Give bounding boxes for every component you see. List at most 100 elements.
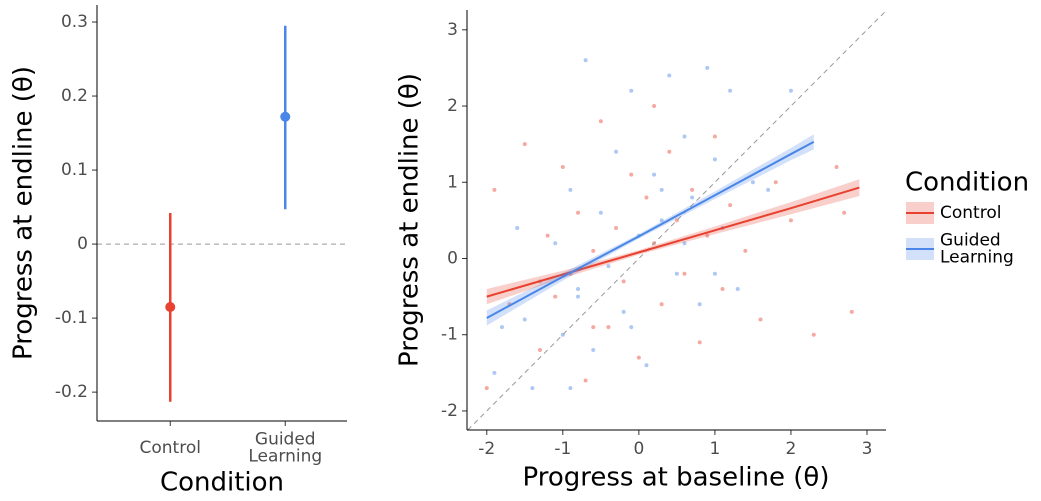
scatter-point [499, 325, 504, 330]
scatter-point [652, 104, 657, 109]
y-tick-label: 0 [77, 234, 88, 254]
scatter-point [583, 378, 588, 383]
y-tick-label: 3 [447, 20, 458, 40]
scatter-point [629, 88, 634, 93]
scatter-point [530, 386, 535, 391]
y-tick-label: 0.1 [61, 160, 88, 180]
scatter-point [682, 271, 687, 276]
scatter-point [492, 187, 497, 192]
scatter-point [690, 187, 695, 192]
x-tick-label: -2 [478, 439, 495, 459]
x-tick-label: 2 [786, 439, 797, 459]
scatter-point [735, 286, 740, 291]
scatter-point [621, 279, 626, 284]
scatter-point [553, 241, 558, 246]
scatter-point [583, 58, 588, 63]
scatter-point [614, 149, 619, 154]
scatter-point [568, 187, 573, 192]
y-tick-label: -2 [441, 401, 458, 421]
scatter-point [712, 271, 717, 276]
scatter-point [682, 241, 687, 246]
scatter-point [811, 332, 816, 337]
x-tick-label: Guided Learning [248, 430, 322, 467]
scatter-point [659, 187, 664, 192]
scatter-point [712, 134, 717, 139]
y-tick-label: -1 [441, 325, 458, 345]
y-tick-label: -0.1 [55, 308, 88, 328]
x-axis-title: Progress at baseline (θ) [523, 463, 830, 493]
scatter-point [522, 142, 527, 147]
scatter-point [576, 210, 581, 215]
scatter-point [834, 165, 839, 170]
scatter-point [591, 248, 596, 253]
scatter-point [758, 317, 763, 322]
scatter-point [576, 286, 581, 291]
y-tick-label: 0.3 [61, 12, 88, 32]
scatter-point [598, 210, 603, 215]
scatter-point [492, 370, 497, 375]
scatter-point [560, 165, 565, 170]
y-tick-label: 0.2 [61, 86, 88, 106]
scatter-point [750, 180, 755, 185]
scatter-point [553, 294, 558, 299]
legend-label: Control [940, 203, 1001, 223]
scatter-point [690, 195, 695, 200]
scatter-point [629, 172, 634, 177]
scatter-point [606, 264, 611, 269]
scatter-point [766, 187, 771, 192]
point [165, 302, 176, 313]
scatter-point [515, 226, 520, 231]
scatter-point [712, 157, 717, 162]
x-tick-label: 0 [633, 439, 644, 459]
scatter-point [659, 302, 664, 307]
scatter-point [644, 195, 649, 200]
y-axis-title: Progress at endline (θ) [395, 73, 425, 367]
scatter-point [667, 73, 672, 78]
scatter-point [728, 203, 733, 208]
fit-line [486, 186, 860, 298]
scatter-point [621, 309, 626, 314]
y-axis-title: Progress at endline (θ) [9, 66, 39, 360]
y-tick-label: 2 [447, 96, 458, 116]
scatter-point [614, 226, 619, 231]
scatter-point [773, 180, 778, 185]
scatter-point [659, 218, 664, 223]
scatter-point [484, 386, 489, 391]
x-axis-title: Condition [160, 468, 284, 498]
scatter-point [576, 294, 581, 299]
scatter-point [636, 355, 641, 360]
scatter-point [652, 172, 657, 177]
scatter-point [720, 286, 725, 291]
scatter-point [842, 210, 847, 215]
scatter-point [545, 233, 550, 238]
scatter-point [644, 363, 649, 368]
scatter-point [788, 88, 793, 93]
scatter-point [788, 218, 793, 223]
scatter-point [606, 325, 611, 330]
scatter-point [682, 134, 687, 139]
fit-line [486, 140, 815, 319]
y-tick-label: 0 [447, 248, 458, 268]
scatter-point [743, 248, 748, 253]
point [280, 111, 291, 122]
scatter-point [591, 347, 596, 352]
legend-title: Condition [905, 168, 1029, 198]
scatter-point [598, 119, 603, 124]
scatter-point [697, 302, 702, 307]
legend-label: Guided Learning [940, 231, 1014, 268]
y-tick-label: -0.2 [55, 382, 88, 402]
x-tick-label: -1 [554, 439, 571, 459]
scatter-point [591, 325, 596, 330]
scatter-point [728, 88, 733, 93]
x-tick-label: 3 [862, 439, 873, 459]
scatter-point [849, 309, 854, 314]
scatter-point [522, 317, 527, 322]
scatter-point [674, 271, 679, 276]
scatter-point [629, 325, 634, 330]
x-tick-label: Control [140, 438, 201, 458]
scatter-point [538, 347, 543, 352]
scatter-point [568, 386, 573, 391]
scatter-point [667, 149, 672, 154]
scatter-point [705, 233, 710, 238]
y-tick-label: 1 [447, 172, 458, 192]
